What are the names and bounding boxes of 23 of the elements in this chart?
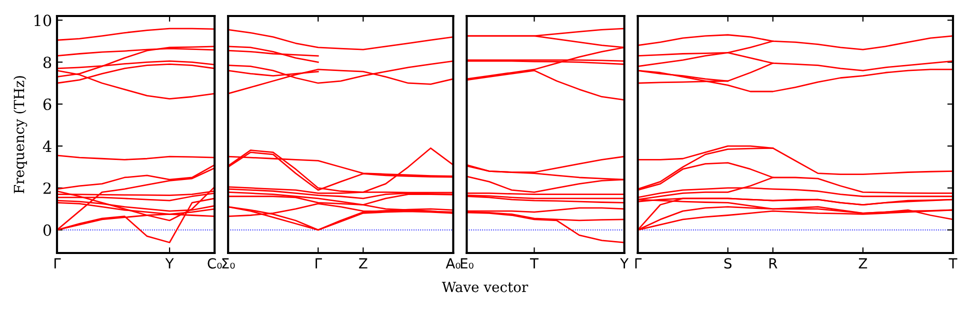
y-tick-label: 0 bbox=[43, 224, 52, 236]
x-tick-label: Γ bbox=[316, 258, 322, 268]
x-axis-title: Wave vector bbox=[442, 282, 528, 292]
x-tick-label: Y bbox=[620, 258, 629, 268]
x-tick-label: Z bbox=[858, 258, 868, 268]
y-tick-label: 2 bbox=[43, 182, 51, 194]
y-tick-label: 4 bbox=[42, 140, 52, 152]
x-tick-label: E₀ bbox=[460, 258, 474, 269]
x-tick-label: C₀ bbox=[208, 258, 222, 269]
y-tick-label: 10 bbox=[34, 14, 52, 26]
x-tick-label: Σ₀ bbox=[222, 258, 235, 269]
y-axis-title: Frequency (THz) bbox=[14, 76, 28, 194]
x-tick-label: S bbox=[724, 258, 732, 269]
x-tick-label: Γ bbox=[54, 258, 61, 268]
x-tick-label: Y bbox=[165, 258, 174, 268]
x-tick-label: Γ bbox=[635, 258, 642, 268]
x-tick-label: T bbox=[948, 258, 958, 268]
y-tick-label: 6 bbox=[43, 98, 52, 110]
y-tick-label: 8 bbox=[43, 56, 52, 68]
x-tick-label: A₀ bbox=[446, 258, 460, 269]
x-tick-label: T bbox=[530, 258, 539, 268]
x-tick-label: R bbox=[769, 258, 778, 268]
x-tick-label: Z bbox=[359, 258, 368, 268]
